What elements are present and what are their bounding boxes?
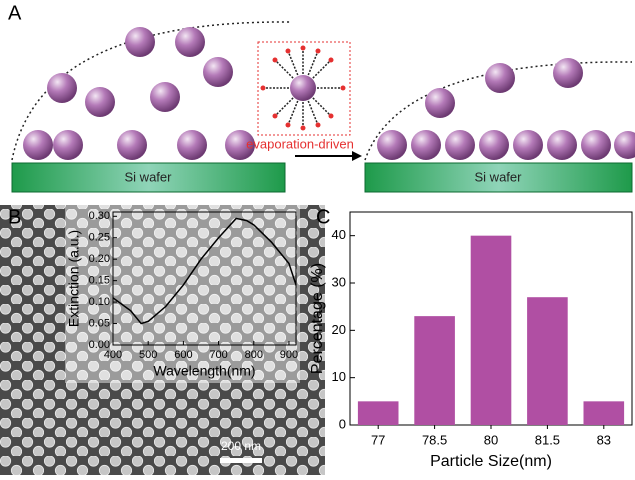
- substrate-label: Si wafer: [475, 169, 523, 184]
- x-tick-label: 500: [139, 349, 157, 361]
- panel-label: B: [8, 206, 21, 228]
- x-tick-label: 600: [174, 349, 192, 361]
- x-axis-label: Wavelength(nm): [153, 363, 255, 379]
- bar: [358, 401, 399, 425]
- scale-bar-label: 200 nm: [221, 439, 261, 453]
- figure: A Si wafer Si wafer evaporation-driven 2…: [0, 0, 635, 475]
- substrate-label: Si wafer: [125, 169, 173, 184]
- x-tick-label: 83: [597, 432, 611, 447]
- bar: [471, 236, 512, 425]
- x-axis-label: Particle Size(nm): [430, 453, 552, 470]
- x-tick-label: 800: [245, 349, 263, 361]
- x-tick-label: 78.5: [422, 432, 447, 447]
- y-tick-label: 0.25: [89, 232, 110, 244]
- y-axis-label: Percentage (%): [309, 263, 326, 374]
- bar: [414, 316, 455, 425]
- x-tick-label: 77: [371, 432, 385, 447]
- panel-label: C: [316, 206, 330, 228]
- y-tick-label: 0.05: [89, 317, 110, 329]
- y-tick-label: 10: [332, 369, 346, 384]
- y-tick-label: 20: [332, 322, 346, 337]
- y-tick-label: 0.15: [89, 275, 110, 287]
- y-tick-label: 0: [339, 416, 346, 431]
- scale-bar: [220, 458, 262, 463]
- schematic: [12, 22, 635, 192]
- y-tick-label: 0.10: [89, 296, 110, 308]
- bar: [583, 401, 624, 425]
- panel-label: A: [8, 2, 22, 24]
- x-tick-label: 900: [280, 349, 298, 361]
- x-tick-label: 700: [209, 349, 227, 361]
- y-tick-label: 0.20: [89, 253, 110, 265]
- y-tick-label: 30: [332, 274, 346, 289]
- y-tick-label: 0.30: [89, 210, 110, 222]
- y-tick-label: 40: [332, 227, 346, 242]
- x-tick-label: 81.5: [535, 432, 560, 447]
- y-tick-label: 0.00: [89, 339, 110, 351]
- x-tick-label: 80: [484, 432, 498, 447]
- arrow-label: evaporation-driven: [246, 136, 354, 151]
- bar: [527, 297, 568, 425]
- y-axis-label: Extinction (a.u.): [66, 230, 82, 327]
